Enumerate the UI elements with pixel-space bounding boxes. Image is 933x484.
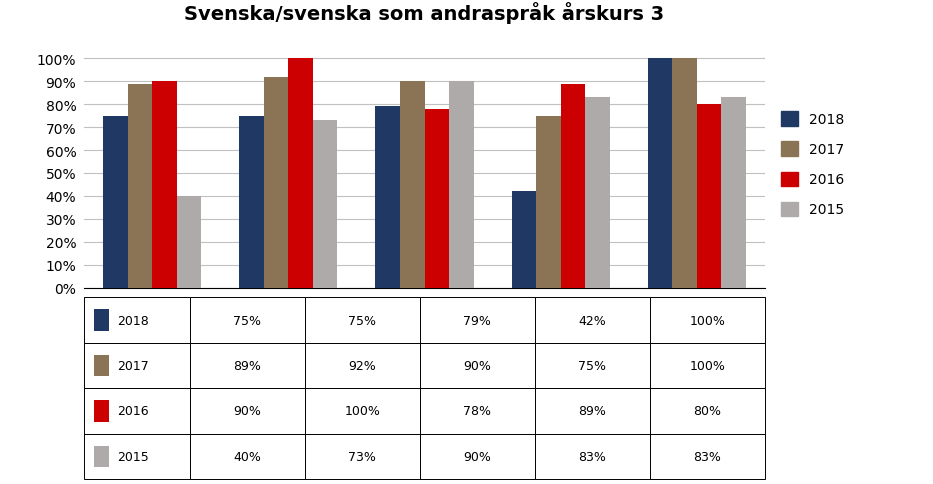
- Bar: [420, 343, 535, 388]
- Text: 100%: 100%: [689, 359, 726, 372]
- Text: 100%: 100%: [344, 405, 380, 418]
- Bar: [420, 434, 535, 479]
- Bar: [305, 298, 420, 343]
- Text: 75%: 75%: [578, 359, 606, 372]
- Bar: [84, 434, 189, 479]
- Bar: [535, 434, 650, 479]
- Bar: [189, 298, 305, 343]
- Bar: [535, 388, 650, 434]
- Bar: [189, 434, 305, 479]
- Text: 83%: 83%: [578, 450, 606, 463]
- Bar: [128, 84, 152, 288]
- Bar: [152, 82, 176, 288]
- Title: Svenska/svenska som andraspråk årskurs 3: Svenska/svenska som andraspråk årskurs 3: [185, 2, 664, 24]
- Bar: [84, 298, 189, 343]
- Bar: [84, 343, 189, 388]
- Bar: [536, 116, 561, 288]
- Bar: [375, 107, 400, 288]
- Bar: [585, 98, 610, 288]
- Text: 78%: 78%: [464, 405, 492, 418]
- Bar: [650, 298, 765, 343]
- Bar: [449, 82, 474, 288]
- Bar: [511, 192, 536, 288]
- Bar: [264, 77, 288, 288]
- Bar: [305, 388, 420, 434]
- Text: 2018: 2018: [118, 314, 149, 327]
- Bar: [650, 434, 765, 479]
- Bar: [305, 343, 420, 388]
- Text: 89%: 89%: [233, 359, 261, 372]
- Bar: [239, 116, 264, 288]
- Bar: [84, 388, 189, 434]
- Bar: [94, 446, 109, 468]
- Bar: [94, 400, 109, 422]
- Text: 42%: 42%: [578, 314, 606, 327]
- Bar: [305, 434, 420, 479]
- Bar: [400, 82, 425, 288]
- Text: 90%: 90%: [233, 405, 261, 418]
- Bar: [420, 388, 535, 434]
- Bar: [189, 343, 305, 388]
- Text: 75%: 75%: [233, 314, 261, 327]
- Text: 90%: 90%: [464, 359, 492, 372]
- Text: 90%: 90%: [464, 450, 492, 463]
- Bar: [697, 105, 721, 288]
- Text: 2016: 2016: [118, 405, 149, 418]
- Legend: 2018, 2017, 2016, 2015: 2018, 2017, 2016, 2015: [781, 112, 844, 217]
- Text: 83%: 83%: [693, 450, 721, 463]
- Bar: [535, 298, 650, 343]
- Bar: [535, 343, 650, 388]
- Text: 75%: 75%: [348, 314, 376, 327]
- Text: 89%: 89%: [578, 405, 606, 418]
- Bar: [288, 59, 313, 288]
- Bar: [650, 388, 765, 434]
- Bar: [94, 309, 109, 331]
- Bar: [94, 355, 109, 377]
- Bar: [313, 121, 338, 288]
- Text: 100%: 100%: [689, 314, 726, 327]
- Bar: [561, 84, 585, 288]
- Bar: [425, 109, 449, 288]
- Bar: [103, 116, 128, 288]
- Text: 73%: 73%: [348, 450, 376, 463]
- Text: 40%: 40%: [233, 450, 261, 463]
- Text: 2017: 2017: [118, 359, 149, 372]
- Bar: [721, 98, 746, 288]
- Bar: [176, 197, 202, 288]
- Bar: [420, 298, 535, 343]
- Bar: [648, 59, 673, 288]
- Text: 80%: 80%: [693, 405, 721, 418]
- Text: 92%: 92%: [348, 359, 376, 372]
- Bar: [673, 59, 697, 288]
- Bar: [189, 388, 305, 434]
- Text: 2015: 2015: [118, 450, 149, 463]
- Bar: [650, 343, 765, 388]
- Text: 79%: 79%: [464, 314, 492, 327]
